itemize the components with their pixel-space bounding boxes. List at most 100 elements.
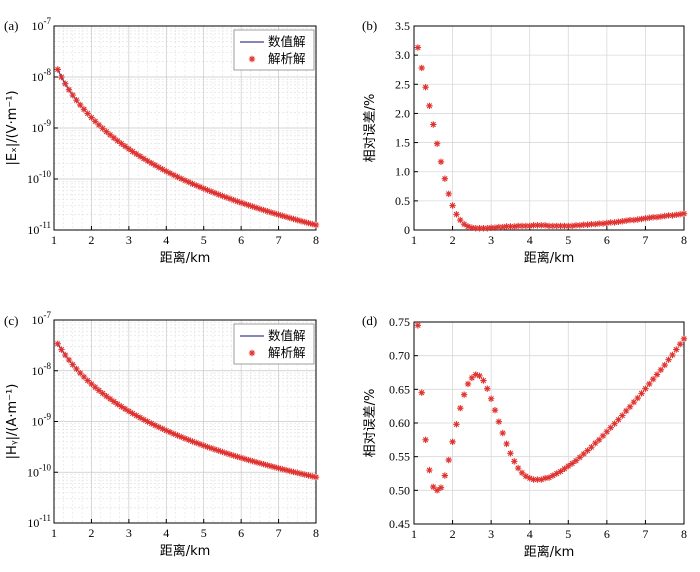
data-point — [653, 371, 661, 378]
data-point — [487, 224, 495, 231]
y-tick-label: 0.75 — [389, 315, 410, 329]
data-point — [77, 101, 84, 109]
data-point — [294, 216, 301, 224]
data-point — [196, 441, 204, 448]
data-point — [222, 449, 230, 457]
x-tick-label: 7 — [642, 233, 648, 247]
data-point — [511, 458, 518, 465]
panel-label: (c) — [4, 313, 18, 328]
data-point — [572, 222, 580, 229]
data-point — [181, 177, 189, 184]
y-tick-label: 0.60 — [389, 416, 410, 430]
data-point — [661, 212, 668, 220]
data-point — [58, 346, 65, 353]
y-axis-label: 相对误差/% — [363, 389, 378, 458]
x-tick-label: 2 — [88, 233, 94, 247]
data-point — [211, 446, 219, 453]
data-point — [495, 418, 503, 425]
y-tick-label: 10-11 — [27, 220, 51, 237]
data-point — [106, 131, 114, 139]
data-point — [588, 220, 595, 228]
data-point — [309, 473, 316, 480]
chart-panel-0: 1 2 3 4 5 6 7 8 10-11 10-10 10-9 10-8 10-7 (a) 距离/km |E… — [4, 16, 320, 266]
data-point — [584, 447, 591, 454]
data-point — [580, 221, 587, 228]
data-point — [200, 185, 207, 192]
x-tick-label: 8 — [313, 526, 319, 540]
data-point — [140, 155, 148, 162]
y-tick-label: 10-8 — [32, 361, 52, 378]
data-point — [511, 223, 518, 230]
data-point — [615, 218, 622, 226]
data-point — [95, 121, 103, 129]
data-point — [499, 223, 506, 231]
data-point — [312, 221, 320, 229]
data-point — [568, 460, 576, 467]
data-point — [572, 457, 580, 464]
x-axis-label: 距离/km — [524, 544, 575, 560]
data-point — [526, 475, 533, 482]
x-tick-label: 2 — [88, 526, 94, 540]
data-point — [588, 444, 595, 451]
x-tick-label: 4 — [527, 233, 533, 247]
x-tick-label: 3 — [488, 527, 494, 541]
data-point — [649, 213, 657, 221]
data-point — [88, 380, 95, 388]
data-point — [592, 440, 599, 447]
data-point — [275, 211, 282, 218]
chart-panel-2: 1 2 3 4 5 6 7 8 10-11 10-10 10-9 10-8 10-7 (c) 距离/km |H… — [4, 310, 320, 559]
data-point — [144, 157, 151, 165]
x-tick-label: 7 — [642, 527, 648, 541]
data-point — [148, 420, 155, 427]
data-point — [649, 376, 657, 383]
data-point — [166, 169, 174, 177]
data-point — [503, 440, 510, 448]
data-point — [433, 487, 441, 494]
data-point — [252, 204, 260, 211]
data-point — [449, 202, 456, 209]
data-point — [553, 470, 560, 477]
x-tick-label: 1 — [51, 526, 57, 540]
data-point — [457, 404, 464, 412]
data-point — [133, 150, 140, 158]
data-point — [449, 438, 456, 446]
data-point — [237, 454, 245, 462]
data-point — [534, 476, 541, 483]
data-point — [426, 102, 433, 110]
data-point — [565, 222, 572, 230]
x-axis-label: 距离/km — [524, 250, 575, 266]
data-point — [54, 340, 61, 347]
legend-box — [233, 323, 315, 365]
y-axis-label: |Hᵧ|/(A·m⁻¹) — [5, 384, 20, 460]
y-tick-label: 0.65 — [389, 382, 410, 396]
data-point — [144, 418, 151, 425]
data-point — [518, 469, 526, 477]
data-point — [170, 171, 177, 179]
data-point — [561, 465, 568, 472]
data-point — [219, 448, 226, 456]
data-point — [249, 457, 256, 465]
data-point — [193, 182, 200, 189]
data-point — [99, 125, 106, 132]
data-point — [193, 439, 200, 447]
data-point — [121, 143, 129, 150]
data-point — [460, 391, 468, 398]
data-point — [422, 84, 429, 91]
data-point — [248, 55, 256, 63]
data-point — [445, 456, 452, 464]
x-tick-label: 1 — [51, 233, 57, 247]
x-tick-label: 5 — [565, 527, 571, 541]
data-point — [151, 162, 159, 169]
x-tick-label: 6 — [604, 233, 610, 247]
data-point — [514, 222, 522, 230]
data-point — [418, 64, 425, 72]
data-point — [518, 222, 526, 230]
y-tick-label: 0 — [404, 223, 410, 237]
x-tick-label: 7 — [276, 233, 282, 247]
x-tick-label: 6 — [238, 233, 244, 247]
data-point — [69, 91, 76, 99]
y-tick-label: 3.5 — [395, 19, 410, 33]
data-point — [256, 205, 264, 213]
data-point — [118, 140, 125, 147]
